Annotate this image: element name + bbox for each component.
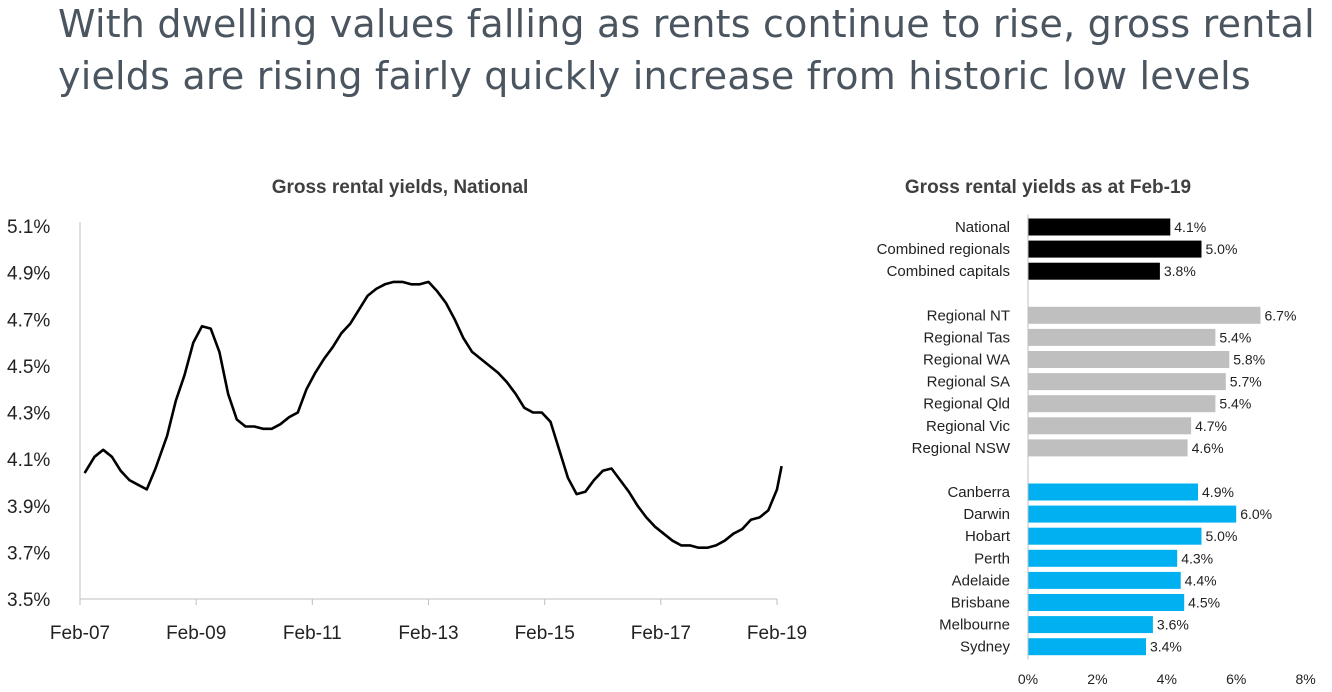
bar-value-label: 3.6%	[1157, 617, 1189, 633]
x-tick-label: Feb-15	[515, 623, 575, 644]
bar	[1028, 616, 1153, 634]
bar-value-label: 4.4%	[1185, 572, 1217, 588]
bar	[1028, 527, 1202, 545]
x-tick-label: Feb-13	[398, 623, 458, 644]
bar-value-label: 5.0%	[1206, 528, 1238, 544]
y-tick-label: 4.3%	[7, 404, 50, 425]
y-tick-label: 3.9%	[7, 497, 50, 518]
bar-category-label: Melbourne	[939, 617, 1010, 634]
x-tick-label: Feb-09	[166, 623, 226, 644]
bar-category-label: Perth	[974, 550, 1010, 567]
slide-title: With dwelling values falling as rents co…	[58, 2, 1315, 98]
line-chart-title: Gross rental yields, National	[272, 177, 529, 198]
bar-category-label: Adelaide	[952, 572, 1010, 589]
bar-x-tick-label: 2%	[1087, 671, 1107, 687]
bar-category-label: Regional Tas	[924, 329, 1010, 346]
bar-value-label: 5.7%	[1230, 374, 1262, 390]
bar-chart-title: Gross rental yields as at Feb-19	[905, 177, 1191, 198]
y-tick-label: 4.7%	[7, 310, 50, 331]
bar	[1028, 328, 1216, 346]
bar	[1028, 549, 1178, 567]
bar	[1028, 262, 1160, 280]
bar-category-label: Regional NSW	[912, 440, 1011, 457]
bar	[1028, 240, 1202, 258]
bar-category-label: Darwin	[963, 506, 1010, 523]
national-yield-line-chart: Gross rental yields, National 3.5% 3.7% 3.9…	[7, 177, 807, 644]
national-yield-series-line	[83, 280, 783, 549]
bar-category-label: Regional Vic	[926, 418, 1010, 435]
bar-x-tick-label: 4%	[1157, 671, 1177, 687]
bar-x-tick-label: 0%	[1018, 671, 1038, 687]
bar-value-label: 3.8%	[1164, 263, 1196, 279]
bar-category-label: Regional Qld	[923, 396, 1010, 413]
bar	[1028, 373, 1226, 391]
x-tick-label: Feb-17	[631, 623, 691, 644]
bar-x-tick-label: 8%	[1295, 671, 1315, 687]
bar-category-label: Hobart	[965, 528, 1011, 545]
bar-value-label: 4.1%	[1174, 219, 1206, 235]
bar-category-label: Regional SA	[927, 374, 1010, 391]
x-tick-label: Feb-11	[283, 623, 342, 644]
bar	[1028, 439, 1188, 457]
bar	[1028, 505, 1237, 523]
bar-x-tick-label: 6%	[1226, 671, 1246, 687]
bar-category-label: Combined regionals	[877, 241, 1010, 258]
bar-value-label: 5.8%	[1233, 352, 1265, 368]
y-tick-label: 5.1%	[7, 217, 50, 238]
bar	[1028, 594, 1185, 611]
bar	[1028, 571, 1181, 589]
bar-value-label: 4.5%	[1188, 595, 1220, 611]
x-tick-label: Feb-07	[50, 623, 110, 644]
y-tick-label: 3.7%	[7, 543, 50, 564]
bar-value-label: 3.4%	[1150, 639, 1182, 655]
bar-category-label: Brisbane	[951, 595, 1010, 612]
bar-category-label: Canberra	[947, 484, 1010, 501]
bar	[1028, 483, 1198, 501]
bar-category-label: Sydney	[960, 639, 1011, 656]
bar-value-label: 4.6%	[1192, 440, 1224, 456]
bar-value-label: 4.9%	[1202, 484, 1234, 500]
bar-category-label: National	[955, 219, 1010, 236]
bar-category-label: Combined capitals	[887, 263, 1010, 280]
bar-value-label: 4.3%	[1181, 550, 1213, 566]
bar-value-label: 6.0%	[1240, 506, 1272, 522]
bar-value-label: 6.7%	[1264, 307, 1296, 323]
y-tick-label: 3.5%	[7, 590, 50, 611]
bar-value-label: 5.4%	[1219, 329, 1251, 345]
bar	[1028, 395, 1216, 413]
yield-by-region-bar-chart: Gross rental yields as at Feb-19 National…	[877, 177, 1316, 687]
bar	[1028, 218, 1171, 236]
bar-category-label: Regional NT	[927, 307, 1010, 324]
bar	[1028, 351, 1230, 368]
bar	[1028, 417, 1192, 435]
x-tick-label: Feb-19	[747, 623, 807, 644]
y-tick-label: 4.1%	[7, 450, 50, 471]
bar	[1028, 306, 1261, 324]
bar-category-label: Regional WA	[923, 352, 1010, 369]
y-tick-label: 4.9%	[7, 264, 50, 285]
y-tick-label: 4.5%	[7, 357, 50, 378]
bar-value-label: 5.4%	[1219, 396, 1251, 412]
bar-value-label: 4.7%	[1195, 418, 1227, 434]
bar	[1028, 638, 1146, 656]
bar-value-label: 5.0%	[1206, 241, 1238, 257]
